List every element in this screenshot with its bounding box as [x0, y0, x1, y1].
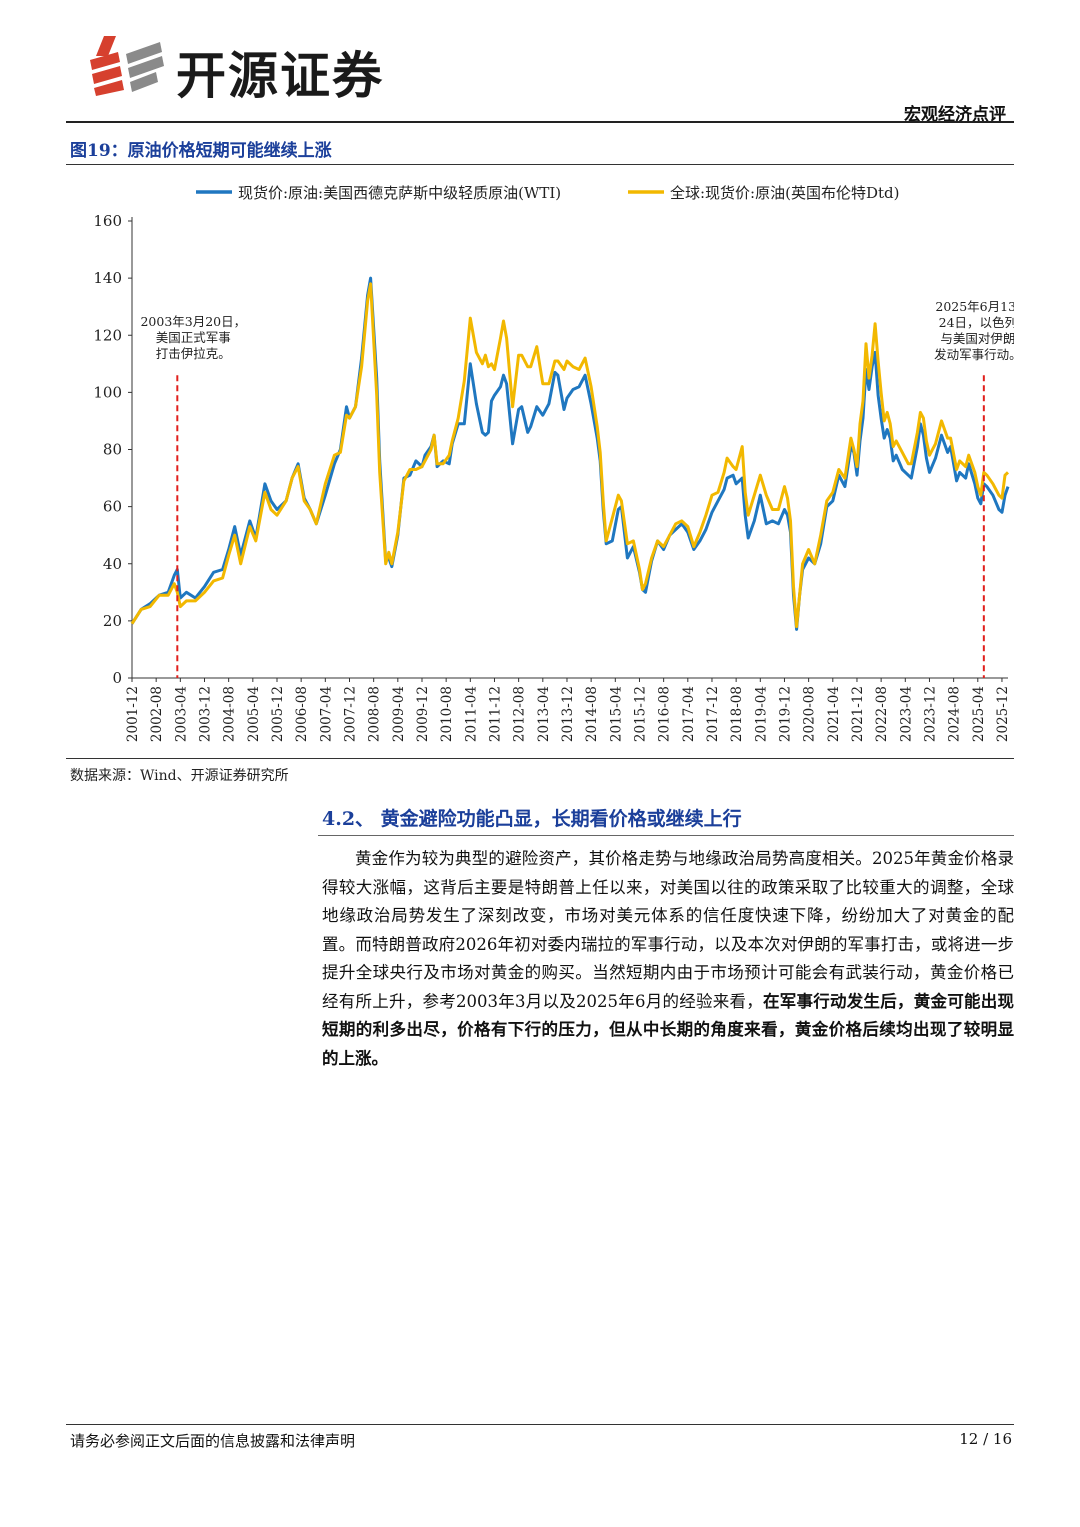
y-tick-label: 0 — [112, 669, 122, 687]
section-heading: 4.2、 黄金避险功能凸显，长期看价格或继续上行 — [322, 808, 742, 830]
x-tick-label: 2004-08 — [222, 686, 238, 742]
x-tick-label: 2007-04 — [318, 686, 334, 742]
brent-series-line — [130, 282, 1010, 629]
x-tick-label: 2005-12 — [270, 686, 286, 742]
y-tick-label: 120 — [93, 326, 122, 344]
x-tick-label: 2011-04 — [463, 686, 479, 742]
x-tick-label: 2019-12 — [777, 686, 793, 742]
x-tick-label: 2016-08 — [657, 686, 673, 742]
page-number: 12 / 16 — [959, 1430, 1012, 1448]
x-tick-label: 2009-12 — [415, 686, 431, 742]
x-tick-label: 2018-08 — [729, 686, 745, 742]
figure-top-rule — [66, 164, 1014, 165]
y-tick-label: 80 — [103, 441, 122, 459]
x-tick-label: 2023-12 — [922, 686, 938, 742]
event-annotation-line: 打击伊拉克。 — [156, 346, 231, 361]
x-tick-label: 2017-12 — [705, 686, 721, 742]
event-annotation-line: 美国正式军事 — [156, 330, 231, 345]
x-tick-label: 2001-12 — [125, 686, 141, 742]
event-annotation-line: 2025年6月13- — [935, 299, 1014, 314]
x-tick-label: 2006-08 — [294, 686, 310, 742]
section-paragraph: 黄金作为较为典型的避险资产，其价格走势与地缘政治局势高度相关。2025年黄金价格… — [322, 845, 1014, 1073]
x-tick-label: 2020-08 — [802, 686, 818, 742]
figure-source: 数据来源：Wind、开源证券研究所 — [70, 768, 289, 784]
x-tick-label: 2003-04 — [173, 686, 189, 742]
figure-title: 图19：原油价格短期可能继续上涨 — [70, 141, 332, 161]
x-tick-label: 2003-12 — [197, 686, 213, 742]
x-tick-label: 2002-08 — [149, 686, 165, 742]
y-tick-label: 100 — [93, 383, 122, 401]
y-tick-label: 140 — [93, 269, 122, 287]
x-tick-label: 2009-04 — [391, 686, 407, 742]
x-tick-label: 2008-08 — [367, 686, 383, 742]
event-annotation-line: 2003年3月20日， — [140, 314, 246, 329]
figure-bottom-rule — [66, 758, 1014, 759]
x-tick-label: 2005-04 — [246, 686, 262, 742]
x-tick-label: 2024-08 — [947, 686, 963, 742]
x-tick-label: 2017-04 — [681, 686, 697, 742]
event-annotation-line: 与美国对伊朗 — [940, 331, 1014, 346]
paragraph-bold: 在军事行动发生后，黄金可能出现短期的利多出尽，价格有下行的压力，但从中长期的角度… — [322, 991, 1015, 1068]
header-divider — [66, 121, 1014, 123]
x-tick-label: 2021-04 — [826, 686, 842, 742]
event-annotation-line: 24日，以色列 — [939, 315, 1014, 330]
section-rule — [318, 835, 1014, 836]
legend-wti-label: 现货价:原油:美国西德克萨斯中级轻质原油(WTI) — [238, 184, 561, 202]
footer-rule — [66, 1424, 1014, 1425]
x-tick-label: 2019-04 — [753, 686, 769, 742]
x-tick-label: 2014-08 — [584, 686, 600, 742]
x-tick-label: 2013-04 — [536, 686, 552, 742]
y-tick-label: 20 — [103, 612, 122, 630]
x-tick-label: 2015-12 — [632, 686, 648, 742]
x-tick-label: 2015-04 — [608, 686, 624, 742]
brand-name: 开源证券 — [176, 47, 384, 105]
x-tick-label: 2011-12 — [487, 686, 503, 742]
y-tick-label: 40 — [103, 555, 122, 573]
footer-disclaimer: 请务必参阅正文后面的信息披露和法律声明 — [70, 1432, 356, 1450]
x-tick-label: 2021-12 — [850, 686, 866, 742]
y-tick-label: 60 — [103, 498, 122, 516]
paragraph-plain: 黄金作为较为典型的避险资产，其价格走势与地缘政治局势高度相关。2025年黄金价格… — [322, 849, 1014, 1011]
x-tick-label: 2012-08 — [512, 686, 528, 742]
event-annotation-line: 发动军事行动。 — [934, 347, 1014, 362]
x-tick-label: 2007-12 — [342, 686, 358, 742]
legend-brent-label: 全球:现货价:原油(英国布伦特Dtd) — [670, 184, 899, 202]
oil-price-chart: 0 20 40 60 80 100 120 140 160 2001-12 2002-08 2003-… — [93, 184, 1014, 742]
x-tick-label: 2013-12 — [560, 686, 576, 742]
report-type: 宏观经济点评 — [904, 105, 1006, 125]
x-tick-label: 2025-12 — [995, 686, 1011, 742]
x-tick-label: 2023-04 — [898, 686, 914, 742]
x-tick-label: 2025-04 — [971, 686, 987, 742]
kaiyuan-logo-icon — [90, 36, 164, 96]
x-tick-label: 2010-08 — [439, 686, 455, 742]
x-tick-label: 2022-08 — [874, 686, 890, 742]
y-tick-label: 160 — [93, 212, 122, 230]
